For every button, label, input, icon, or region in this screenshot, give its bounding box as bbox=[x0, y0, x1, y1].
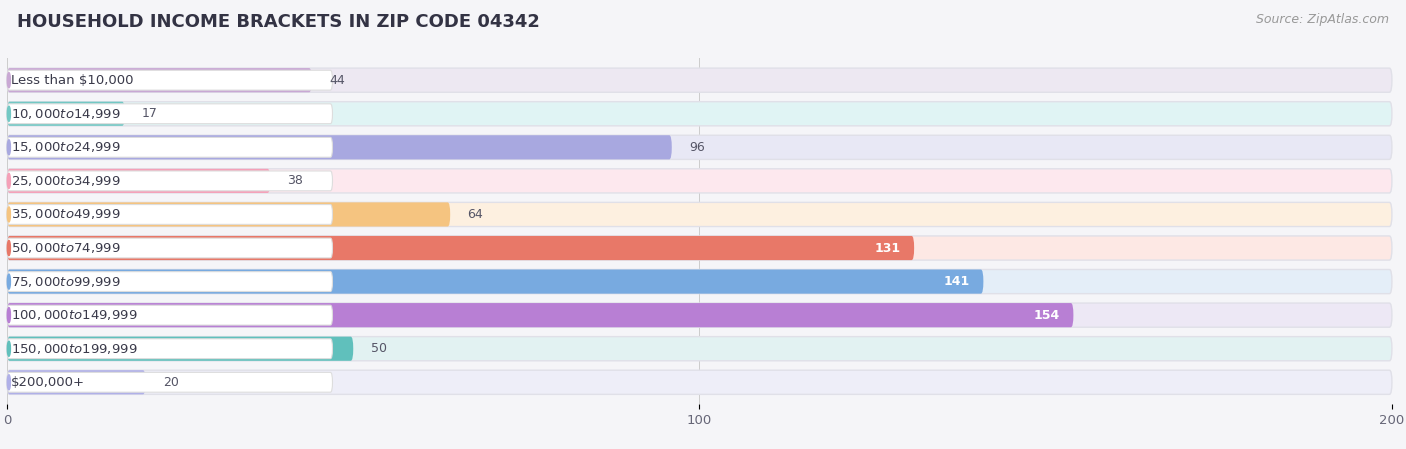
FancyBboxPatch shape bbox=[7, 339, 332, 359]
FancyBboxPatch shape bbox=[7, 68, 312, 92]
Text: 17: 17 bbox=[142, 107, 157, 120]
Circle shape bbox=[7, 73, 10, 88]
Circle shape bbox=[7, 106, 10, 121]
Text: Less than $10,000: Less than $10,000 bbox=[11, 74, 134, 87]
FancyBboxPatch shape bbox=[7, 101, 1392, 126]
FancyBboxPatch shape bbox=[7, 135, 1392, 159]
FancyBboxPatch shape bbox=[7, 269, 983, 294]
Text: 96: 96 bbox=[689, 141, 704, 154]
FancyBboxPatch shape bbox=[7, 202, 450, 227]
Circle shape bbox=[7, 308, 10, 323]
FancyBboxPatch shape bbox=[7, 202, 1392, 227]
FancyBboxPatch shape bbox=[7, 137, 332, 157]
FancyBboxPatch shape bbox=[7, 272, 332, 291]
Text: $15,000 to $24,999: $15,000 to $24,999 bbox=[11, 141, 121, 154]
Circle shape bbox=[7, 140, 10, 155]
Text: 154: 154 bbox=[1033, 308, 1060, 321]
Text: $25,000 to $34,999: $25,000 to $34,999 bbox=[11, 174, 121, 188]
Text: 20: 20 bbox=[163, 376, 179, 389]
Text: $35,000 to $49,999: $35,000 to $49,999 bbox=[11, 207, 121, 221]
FancyBboxPatch shape bbox=[7, 205, 332, 224]
Text: 50: 50 bbox=[371, 342, 387, 355]
Text: 44: 44 bbox=[329, 74, 344, 87]
FancyBboxPatch shape bbox=[7, 169, 270, 193]
Text: $100,000 to $149,999: $100,000 to $149,999 bbox=[11, 308, 138, 322]
FancyBboxPatch shape bbox=[7, 70, 332, 90]
FancyBboxPatch shape bbox=[7, 372, 332, 392]
Text: 64: 64 bbox=[468, 208, 484, 221]
Text: $200,000+: $200,000+ bbox=[11, 376, 84, 389]
FancyBboxPatch shape bbox=[7, 337, 353, 361]
FancyBboxPatch shape bbox=[7, 101, 125, 126]
FancyBboxPatch shape bbox=[7, 370, 146, 394]
FancyBboxPatch shape bbox=[7, 269, 1392, 294]
Text: HOUSEHOLD INCOME BRACKETS IN ZIP CODE 04342: HOUSEHOLD INCOME BRACKETS IN ZIP CODE 04… bbox=[17, 13, 540, 31]
FancyBboxPatch shape bbox=[7, 238, 332, 258]
FancyBboxPatch shape bbox=[7, 370, 1392, 394]
FancyBboxPatch shape bbox=[7, 171, 332, 191]
Text: 131: 131 bbox=[875, 242, 900, 255]
Text: $50,000 to $74,999: $50,000 to $74,999 bbox=[11, 241, 121, 255]
FancyBboxPatch shape bbox=[7, 68, 1392, 92]
Text: $10,000 to $14,999: $10,000 to $14,999 bbox=[11, 107, 121, 121]
FancyBboxPatch shape bbox=[7, 303, 1073, 327]
Text: Source: ZipAtlas.com: Source: ZipAtlas.com bbox=[1256, 13, 1389, 26]
FancyBboxPatch shape bbox=[7, 135, 672, 159]
FancyBboxPatch shape bbox=[7, 236, 1392, 260]
Circle shape bbox=[7, 241, 10, 255]
FancyBboxPatch shape bbox=[7, 337, 1392, 361]
Circle shape bbox=[7, 173, 10, 189]
FancyBboxPatch shape bbox=[7, 169, 1392, 193]
FancyBboxPatch shape bbox=[7, 303, 1392, 327]
FancyBboxPatch shape bbox=[7, 305, 332, 325]
Text: $150,000 to $199,999: $150,000 to $199,999 bbox=[11, 342, 138, 356]
Circle shape bbox=[7, 274, 10, 289]
Circle shape bbox=[7, 341, 10, 356]
Text: $75,000 to $99,999: $75,000 to $99,999 bbox=[11, 275, 121, 289]
FancyBboxPatch shape bbox=[7, 104, 332, 123]
Text: 141: 141 bbox=[943, 275, 970, 288]
Text: 38: 38 bbox=[287, 174, 304, 187]
Circle shape bbox=[7, 375, 10, 390]
FancyBboxPatch shape bbox=[7, 236, 914, 260]
Circle shape bbox=[7, 207, 10, 222]
